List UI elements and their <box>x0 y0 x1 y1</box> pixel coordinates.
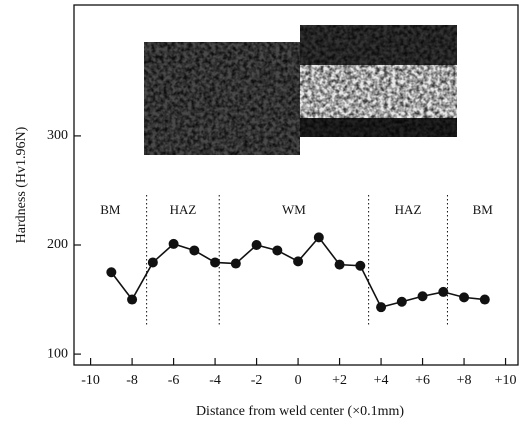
x-tick-label: -4 <box>209 373 221 388</box>
x-tick-label: +10 <box>495 373 517 388</box>
data-point <box>127 294 138 305</box>
data-point <box>313 232 324 243</box>
zone-label: HAZ <box>170 202 197 217</box>
data-point <box>293 256 304 267</box>
plot-frame <box>73 4 519 366</box>
x-tick-label: -10 <box>81 373 100 388</box>
data-point <box>251 240 262 250</box>
x-tick-label: +8 <box>457 373 472 388</box>
data-point <box>272 245 283 256</box>
y-tick-label: 300 <box>47 128 68 143</box>
zone-label: BM <box>473 202 494 217</box>
data-point <box>376 302 387 313</box>
data-point <box>355 260 366 271</box>
micrograph <box>144 25 457 155</box>
data-point <box>168 238 179 249</box>
data-point <box>396 296 407 307</box>
zone-label: WM <box>282 202 306 217</box>
data-point <box>334 259 345 270</box>
data-point <box>479 294 490 305</box>
y-tick-label: 200 <box>47 237 68 252</box>
data-point <box>230 258 241 269</box>
x-tick-label: +4 <box>374 373 389 388</box>
x-tick-label: 0 <box>295 373 302 388</box>
data-point <box>210 257 221 268</box>
x-tick-label: -8 <box>126 373 138 388</box>
x-tick-label: -2 <box>251 373 263 388</box>
x-axis-label: Distance from weld center (×0.1mm) <box>196 404 404 419</box>
x-tick-label: +2 <box>332 373 347 388</box>
data-point <box>438 286 449 297</box>
y-axis-label: Hardness (Hv1.96N) <box>14 126 29 243</box>
data-point <box>459 292 470 303</box>
data-line <box>110 236 485 309</box>
zone-label: HAZ <box>395 202 422 217</box>
zone-label: BM <box>100 202 121 217</box>
data-point <box>106 267 117 278</box>
x-tick-label: -6 <box>168 373 180 388</box>
x-tick-label: +6 <box>415 373 430 388</box>
data-point <box>189 245 200 256</box>
y-tick-label: 100 <box>47 346 68 361</box>
data-point <box>147 257 158 268</box>
data-point <box>417 291 428 302</box>
